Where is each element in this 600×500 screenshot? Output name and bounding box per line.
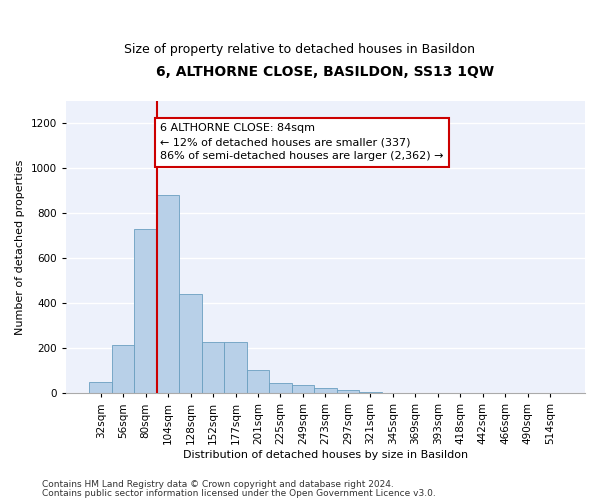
Text: Contains public sector information licensed under the Open Government Licence v3: Contains public sector information licen… [42,488,436,498]
Bar [292,386,314,394]
Bar [112,345,134,394]
Y-axis label: Number of detached properties: Number of detached properties [15,160,25,335]
Text: 6 ALTHORNE CLOSE: 84sqm
← 12% of detached houses are smaller (337)
86% of semi-d: 6 ALTHORNE CLOSE: 84sqm ← 12% of detache… [160,124,444,162]
Text: Contains HM Land Registry data © Crown copyright and database right 2024.: Contains HM Land Registry data © Crown c… [42,480,394,489]
Title: 6, ALTHORNE CLOSE, BASILDON, SS13 1QW: 6, ALTHORNE CLOSE, BASILDON, SS13 1QW [157,65,494,79]
Bar [202,342,224,394]
Bar [359,392,382,394]
Bar [247,370,269,394]
Text: Size of property relative to detached houses in Basildon: Size of property relative to detached ho… [125,42,476,56]
Bar [337,390,359,394]
Bar [134,229,157,394]
Bar [224,342,247,394]
Bar [179,294,202,394]
Bar [269,383,292,394]
X-axis label: Distribution of detached houses by size in Basildon: Distribution of detached houses by size … [183,450,468,460]
Bar [89,382,112,394]
Bar [157,196,179,394]
Bar [314,388,337,394]
